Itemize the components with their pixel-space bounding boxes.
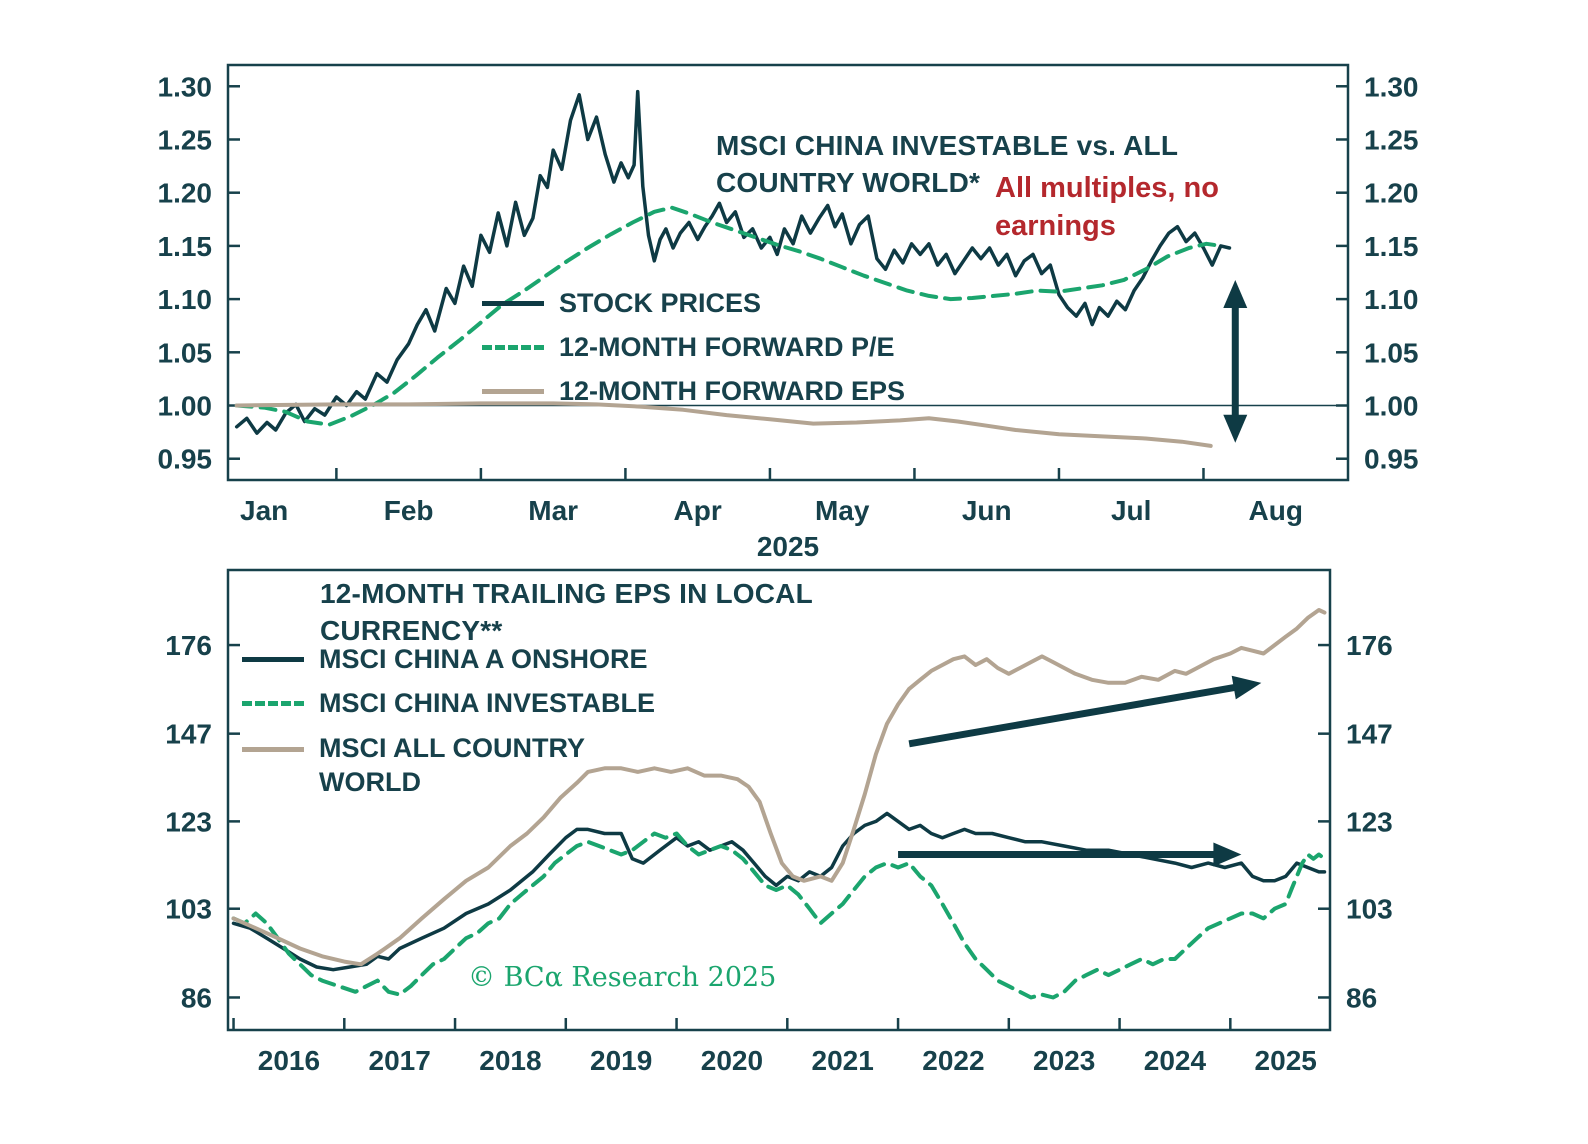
svg-text:123: 123 [165,806,212,837]
top-chart-legend: STOCK PRICES 12-MONTH FORWARD P/E 12-MON… [482,288,905,407]
svg-text:0.95: 0.95 [158,444,213,475]
svg-text:2020: 2020 [701,1045,763,1076]
svg-text:2025: 2025 [757,531,819,562]
bottom-chart-title: 12-MONTH TRAILING EPS IN LOCAL CURRENCY*… [320,578,813,646]
svg-text:1.00: 1.00 [1364,391,1419,422]
svg-text:1.00: 1.00 [158,391,213,422]
svg-text:86: 86 [1346,982,1377,1013]
svg-text:103: 103 [165,894,212,925]
copyright-notice: © BCα Research 2025 [468,962,777,993]
china-investable-line-swatch [242,701,304,706]
svg-text:Jun: Jun [962,495,1012,526]
bottom-chart-legend: MSCI CHINA A ONSHORE MSCI CHINA INVESTAB… [242,644,655,800]
svg-text:1.25: 1.25 [158,124,213,155]
svg-text:Aug: Aug [1249,495,1303,526]
svg-text:2025: 2025 [1255,1045,1317,1076]
svg-text:1.20: 1.20 [158,178,213,209]
svg-text:Jul: Jul [1111,495,1151,526]
china-a-onshore-line-swatch [242,657,304,662]
all-country-world-line-swatch [242,747,304,752]
svg-text:1.05: 1.05 [1364,337,1419,368]
legend-label: MSCI CHINA A ONSHORE [319,644,648,674]
top-chart-annotation: All multiples, no earnings [995,172,1219,242]
legend-item-china-investable: MSCI CHINA INVESTABLE [242,688,655,719]
svg-text:2016: 2016 [258,1045,320,1076]
legend-item-china-a-onshore: MSCI CHINA A ONSHORE [242,644,655,675]
stock-prices-line-swatch [482,301,544,306]
legend-item-forward-eps: 12-MONTH FORWARD EPS [482,376,905,407]
svg-text:1.30: 1.30 [158,71,213,102]
legend-label: 12-MONTH FORWARD P/E [559,332,895,362]
svg-text:May: May [815,495,870,526]
svg-text:1.15: 1.15 [1364,231,1419,262]
svg-text:103: 103 [1346,894,1393,925]
svg-text:1.25: 1.25 [1364,124,1419,155]
svg-text:2022: 2022 [922,1045,984,1076]
svg-text:1.10: 1.10 [1364,284,1419,315]
svg-text:2023: 2023 [1033,1045,1095,1076]
svg-text:Feb: Feb [384,495,434,526]
legend-item-stock-prices: STOCK PRICES [482,288,905,319]
svg-text:Mar: Mar [528,495,578,526]
svg-text:2019: 2019 [590,1045,652,1076]
svg-text:176: 176 [1346,630,1393,661]
svg-text:176: 176 [165,630,212,661]
svg-text:1.15: 1.15 [158,231,213,262]
legend-label: MSCI ALL COUNTRY WORLD [319,733,585,797]
svg-text:1.10: 1.10 [158,284,213,315]
svg-text:0.95: 0.95 [1364,444,1419,475]
svg-text:1.20: 1.20 [1364,178,1419,209]
svg-text:2021: 2021 [812,1045,874,1076]
svg-text:Apr: Apr [674,495,722,526]
svg-text:1.05: 1.05 [158,337,213,368]
top-chart-title: MSCI CHINA INVESTABLE vs. ALL COUNTRY WO… [716,130,1178,198]
svg-text:147: 147 [1346,719,1393,750]
svg-text:86: 86 [181,982,212,1013]
svg-text:147: 147 [165,719,212,750]
svg-text:2018: 2018 [479,1045,541,1076]
forward-eps-line-swatch [482,389,544,394]
forward-pe-line-swatch [482,345,544,350]
svg-text:2017: 2017 [369,1045,431,1076]
svg-text:1.30: 1.30 [1364,71,1419,102]
svg-text:2024: 2024 [1144,1045,1207,1076]
legend-label: 12-MONTH FORWARD EPS [559,376,906,406]
legend-item-forward-pe: 12-MONTH FORWARD P/E [482,332,905,363]
svg-text:Jan: Jan [240,495,288,526]
legend-label: MSCI CHINA INVESTABLE [319,688,656,718]
legend-label: STOCK PRICES [559,288,762,318]
legend-item-all-country-world: MSCI ALL COUNTRY WORLD [242,732,655,800]
svg-text:123: 123 [1346,806,1393,837]
